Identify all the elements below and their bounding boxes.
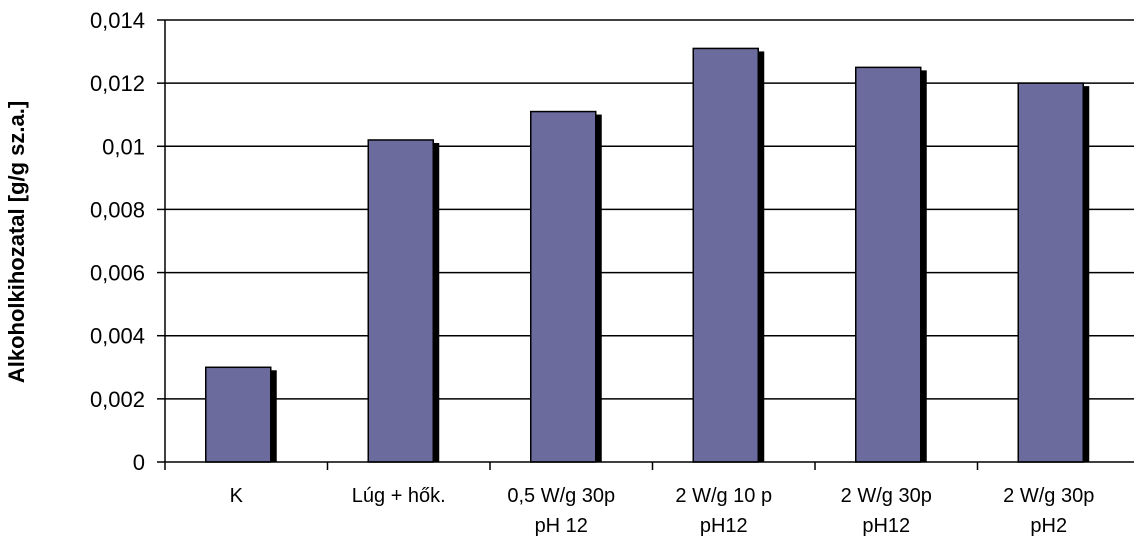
x-tick-label: pH 12 bbox=[535, 515, 588, 537]
axes bbox=[157, 19, 1134, 470]
x-tick-label: 0,5 W/g 30p bbox=[507, 485, 615, 507]
x-tick-label: 2 W/g 30p bbox=[1003, 485, 1094, 507]
y-tick-label: 0,008 bbox=[90, 197, 145, 222]
bar bbox=[1017, 82, 1084, 463]
gridlines bbox=[165, 19, 1134, 400]
x-tick-label: pH12 bbox=[700, 515, 748, 537]
y-tick-label: 0,014 bbox=[90, 8, 145, 33]
y-tick-label: 0,004 bbox=[90, 324, 145, 349]
tick-labels: 0 0,002 0,004 0,006 0,008 0,01 0,012 0,014 K Lúg … bbox=[90, 8, 1094, 537]
y-tick-label: 0,006 bbox=[90, 261, 145, 286]
y-tick-label: 0 bbox=[133, 450, 145, 475]
bar bbox=[367, 139, 434, 463]
y-tick-label: 0,01 bbox=[102, 134, 145, 159]
y-tick-label: 0,002 bbox=[90, 387, 145, 412]
x-tick-label: pH12 bbox=[862, 515, 910, 537]
bar bbox=[530, 110, 597, 463]
bar bbox=[692, 47, 759, 463]
x-tick-label: 2 W/g 30p bbox=[841, 485, 932, 507]
x-tick-label: Lúg + hők. bbox=[352, 485, 446, 507]
x-tick-label: pH2 bbox=[1030, 515, 1067, 537]
x-tick-label: 2 W/g 10 p bbox=[675, 485, 772, 507]
y-tick-label: 0,012 bbox=[90, 71, 145, 96]
x-tick-label: K bbox=[230, 485, 244, 507]
bar bbox=[855, 66, 922, 463]
y-axis-label: Alkoholkihozatal [g/g sz.a.] bbox=[4, 101, 29, 383]
bar bbox=[205, 366, 272, 463]
bars bbox=[205, 47, 1090, 463]
